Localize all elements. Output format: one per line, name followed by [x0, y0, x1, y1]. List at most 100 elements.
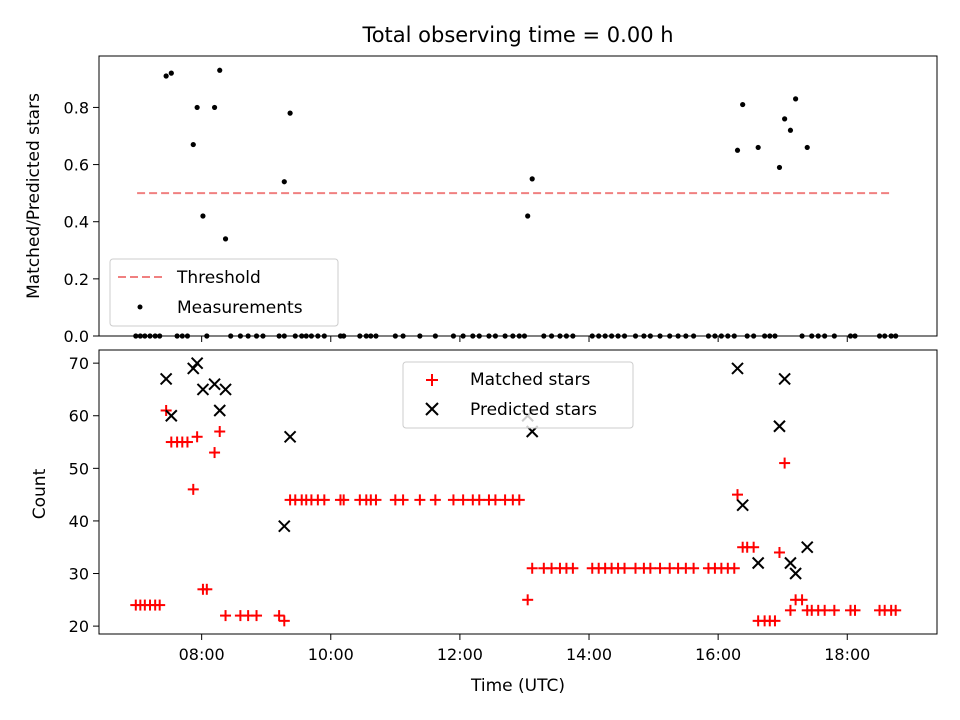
matched-star-point [619, 562, 631, 574]
matched-star-point [414, 494, 426, 506]
matched-star-point [201, 583, 213, 595]
measurement-point [740, 101, 746, 108]
matched-star-point [473, 494, 485, 506]
measurement-point [521, 333, 528, 339]
measurement-point [373, 333, 379, 339]
legend-matched-swatch [426, 374, 438, 386]
measurement-point [460, 333, 466, 339]
matched-star-point [489, 494, 501, 506]
predicted-star-point [278, 519, 291, 533]
measurement-point [596, 333, 602, 339]
matched-star-point [819, 604, 831, 616]
measurement-point [174, 333, 180, 339]
count-panel-frame [98, 349, 938, 635]
measurement-point [563, 333, 570, 339]
measurement-point [589, 333, 595, 339]
measurement-point [400, 333, 406, 339]
measurement-point [548, 333, 555, 339]
measurement-point [321, 333, 327, 339]
measurement-point [260, 333, 266, 339]
predicted-star-point [196, 383, 210, 396]
measurement-point [755, 144, 761, 151]
measurement-point [815, 333, 821, 339]
measurement-point [641, 333, 647, 339]
ratio-plot-area [133, 67, 899, 339]
measurement-point [602, 333, 608, 339]
measurement-point [287, 110, 293, 116]
measurement-point [667, 333, 673, 339]
count-legend: Matched stars Predicted stars [402, 361, 634, 429]
measurement-point [712, 333, 718, 339]
matched-star-point [522, 594, 534, 606]
matched-star-point [567, 562, 579, 574]
matched-star-point [513, 494, 525, 506]
matched-star-point [370, 494, 382, 506]
measurement-point [368, 333, 374, 339]
matched-star-point [457, 494, 469, 506]
count-x-tick-label: 10:00 [308, 645, 354, 664]
matched-star-point [769, 615, 781, 627]
measurement-point [315, 333, 321, 339]
measurement-point [847, 333, 854, 339]
predicted-star-point [751, 556, 765, 570]
matched-star-point [187, 483, 199, 495]
measurement-point [888, 333, 894, 339]
count-x-tick-label: 18:00 [824, 645, 870, 664]
predicted-star-point [283, 430, 297, 443]
predicted-star-point [784, 556, 797, 570]
measurement-point [204, 333, 210, 339]
measurement-point [852, 333, 858, 339]
count-y-tick-label: 20 [69, 617, 89, 636]
matched-star-point [849, 604, 861, 616]
predicted-star-point [773, 420, 786, 433]
matched-star-point [748, 541, 760, 553]
matched-star-point [214, 426, 226, 438]
count-plot-area [130, 356, 902, 627]
predicted-star-point [208, 377, 221, 391]
measurement-point [787, 127, 794, 133]
matched-star-point [220, 610, 232, 622]
measurement-point [194, 104, 200, 111]
predicted-star-point [159, 372, 173, 386]
predicted-star-point [731, 362, 744, 375]
measurement-point [718, 333, 724, 339]
legend-measurements-swatch [137, 304, 143, 310]
matched-star-point [447, 494, 459, 506]
matched-star-point [191, 431, 203, 443]
measurement-point [557, 333, 563, 339]
count-panel: 20 30 40 50 60 70 08:00 10:00 12:00 14:00 16:00 18… [30, 349, 938, 696]
predicted-star-point [190, 356, 204, 370]
measurement-point [476, 333, 482, 339]
measurement-point [675, 333, 681, 339]
matched-star-point [688, 562, 700, 574]
measurement-point [417, 333, 423, 339]
measurement-point [276, 333, 282, 339]
measurement-point [691, 333, 697, 339]
measurement-point [502, 333, 508, 339]
measurement-point [133, 333, 139, 339]
ratio-y-tick-label: 0.6 [64, 156, 89, 175]
measurement-point [876, 333, 883, 339]
matched-star-point [526, 562, 538, 574]
measurement-point [510, 333, 516, 339]
measurement-point [734, 147, 741, 153]
measurement-point [237, 333, 243, 339]
measurement-point [222, 236, 229, 242]
measurement-point [529, 176, 535, 182]
measurement-point [253, 333, 260, 339]
count-y-tick-label: 30 [69, 565, 89, 584]
measurement-point [341, 333, 347, 339]
measurement-point [211, 104, 218, 111]
matched-star-point [732, 489, 744, 501]
measurement-point [245, 333, 251, 339]
legend-threshold-label: Threshold [176, 268, 261, 288]
count-y-tick-label: 60 [69, 407, 89, 426]
measurement-point [782, 116, 788, 122]
ratio-y-axis-label: Matched/Predicted stars [24, 93, 44, 299]
matched-star-point [251, 610, 263, 622]
measurement-point [217, 67, 223, 73]
matched-star-point [644, 562, 656, 574]
measurement-point [647, 333, 653, 339]
measurement-point [308, 333, 315, 339]
